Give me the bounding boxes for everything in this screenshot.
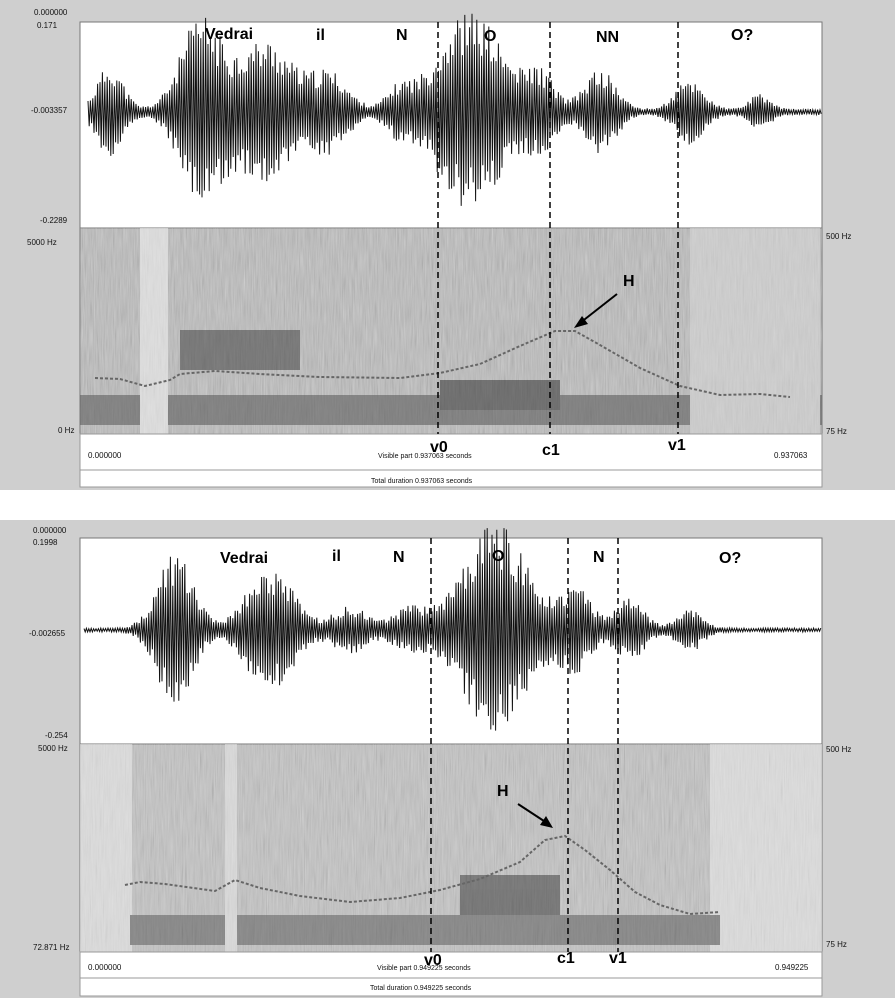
peak-arrow — [517, 803, 548, 824]
segment-label-il: il — [332, 548, 341, 565]
segment-label-n-2: N — [593, 549, 605, 566]
time-start-top: 0.000000 — [34, 8, 68, 17]
segment-label-n: N — [396, 27, 408, 44]
praat-panel-1: H 0.000000 0.171 -0.003357 -0.2289 5000 … — [0, 0, 895, 490]
total-duration[interactable]: Total duration 0.937063 seconds — [371, 478, 473, 485]
pitch-top-right: 500 Hz — [826, 232, 851, 241]
praat-editor-2: H 0.000000 0.1998 -0.002655 -0.254 5000 … — [0, 520, 895, 998]
segment-label-vedrai: Vedrai — [220, 550, 268, 567]
waveform-trace — [87, 13, 822, 206]
segment-label-nn: NN — [596, 29, 619, 46]
peak-label-h: H — [497, 783, 509, 800]
freq-top-left: 5000 Hz — [27, 238, 57, 247]
amp-max: 0.171 — [37, 21, 58, 30]
total-duration[interactable]: Total duration 0.949225 seconds — [370, 985, 472, 992]
time-left: 0.000000 — [88, 451, 122, 460]
freq-bottom-left: 0 Hz — [58, 426, 74, 435]
segment-label-vedrai: Vedrai — [205, 26, 253, 43]
time-right: 0.937063 — [774, 451, 808, 460]
pitch-track — [124, 834, 721, 916]
visible-part: Visible part 0.949225 seconds — [377, 965, 471, 972]
segment-label-n: N — [393, 549, 405, 566]
segment-label-o-question: O? — [731, 27, 753, 44]
time-axis-bar — [79, 433, 823, 471]
landmark-label-v1: v1 — [609, 950, 627, 967]
peak-arrowhead — [540, 816, 553, 828]
freq-bottom-left: 72.871 Hz — [33, 943, 69, 952]
time-right: 0.949225 — [775, 963, 809, 972]
time-start-top: 0.000000 — [33, 526, 67, 535]
visible-part: Visible part 0.937063 seconds — [378, 453, 472, 460]
amp-mid: -0.002655 — [29, 629, 66, 638]
pitch-bottom-right: 75 Hz — [826, 427, 847, 436]
time-left: 0.000000 — [88, 963, 122, 972]
total-duration-bar[interactable] — [79, 469, 823, 488]
peak-label-h: H — [623, 273, 635, 290]
segment-label-il: il — [316, 27, 325, 44]
peak-arrow — [579, 293, 618, 324]
landmark-label-v1: v1 — [668, 437, 686, 454]
landmark-label-v0: v0 — [430, 439, 448, 456]
spectrogram-bands — [80, 744, 822, 952]
amp-max: 0.1998 — [33, 538, 58, 547]
peak-arrowhead — [574, 316, 588, 328]
praat-editor-1: H 0.000000 0.171 -0.003357 -0.2289 5000 … — [0, 0, 895, 490]
segment-label-o-question: O? — [719, 550, 741, 567]
landmark-label-c1: c1 — [542, 442, 560, 459]
amp-min: -0.254 — [45, 731, 68, 740]
total-duration-bar[interactable] — [79, 977, 823, 997]
pitch-bottom-right: 75 Hz — [826, 940, 847, 949]
segment-label-o: O — [484, 28, 496, 45]
pitch-top-right: 500 Hz — [826, 745, 851, 754]
spectrogram-bands — [80, 228, 822, 434]
landmark-label-c1: c1 — [557, 950, 575, 967]
praat-panel-2: H 0.000000 0.1998 -0.002655 -0.254 5000 … — [0, 520, 895, 998]
amp-min: -0.2289 — [40, 216, 68, 225]
freq-top-left: 5000 Hz — [38, 744, 68, 753]
waveform-trace — [83, 528, 822, 731]
amp-mid: -0.003357 — [31, 106, 68, 115]
segment-label-o: O — [492, 548, 504, 565]
landmark-label-v0: v0 — [424, 952, 442, 969]
